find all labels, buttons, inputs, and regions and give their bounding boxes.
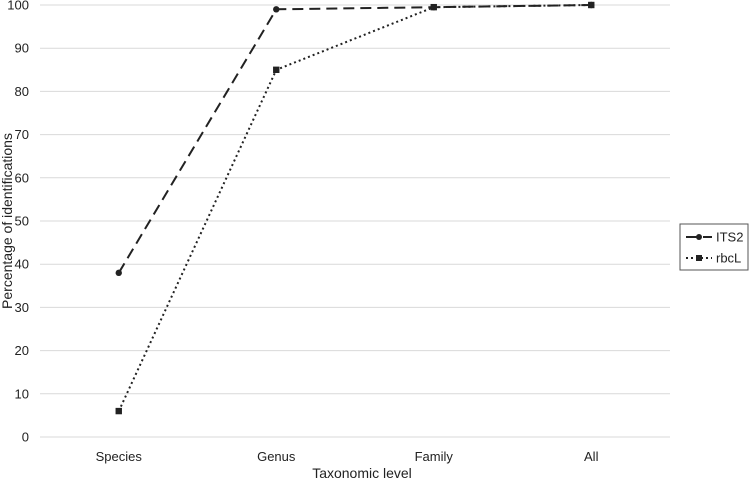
legend-box: [679, 223, 749, 271]
y-tick-label: 10: [15, 386, 29, 401]
y-axis-title: Percentage of identifications: [0, 133, 15, 309]
x-tick-label: Genus: [257, 449, 296, 464]
data-point-rbcl: [430, 3, 437, 11]
legend: ITS2 rbcL: [679, 223, 749, 271]
data-point-rbcl: [115, 407, 122, 415]
x-tick-label: Family: [415, 449, 454, 464]
y-tick-label: 100: [7, 0, 29, 13]
x-tick-label: Species: [96, 449, 143, 464]
data-point-its2: [115, 269, 122, 277]
y-tick-labels: 0 10 20 30 40 50 60 70 80 90 100: [7, 0, 29, 445]
x-tick-label: All: [584, 449, 599, 464]
legend-marker: [696, 234, 702, 240]
y-tick-label: 80: [15, 84, 29, 99]
x-axis-title: Taxonomic level: [312, 465, 412, 481]
data-point-rbcl: [273, 66, 280, 73]
legend-label-its2: ITS2: [716, 230, 743, 245]
series-line-its2: [117, 4, 592, 274]
y-tick-label: 30: [15, 300, 29, 315]
y-tick-label: 90: [15, 41, 29, 56]
y-tick-label: 60: [15, 170, 29, 185]
data-point-its2: [273, 6, 280, 13]
gridlines: [40, 4, 670, 438]
y-tick-label: 0: [22, 430, 29, 445]
data-point-rbcl: [588, 1, 595, 9]
y-tick-label: 50: [15, 214, 29, 229]
y-tick-label: 20: [15, 343, 29, 358]
x-tick-labels: Species Genus Family All: [96, 449, 599, 464]
y-tick-label: 40: [15, 257, 29, 272]
series-line-rbcl: [117, 4, 592, 412]
y-tick-label: 70: [15, 127, 29, 142]
legend-marker: [696, 255, 702, 261]
series-lines: [115, 1, 595, 415]
legend-label-rbcl: rbcL: [716, 251, 741, 266]
